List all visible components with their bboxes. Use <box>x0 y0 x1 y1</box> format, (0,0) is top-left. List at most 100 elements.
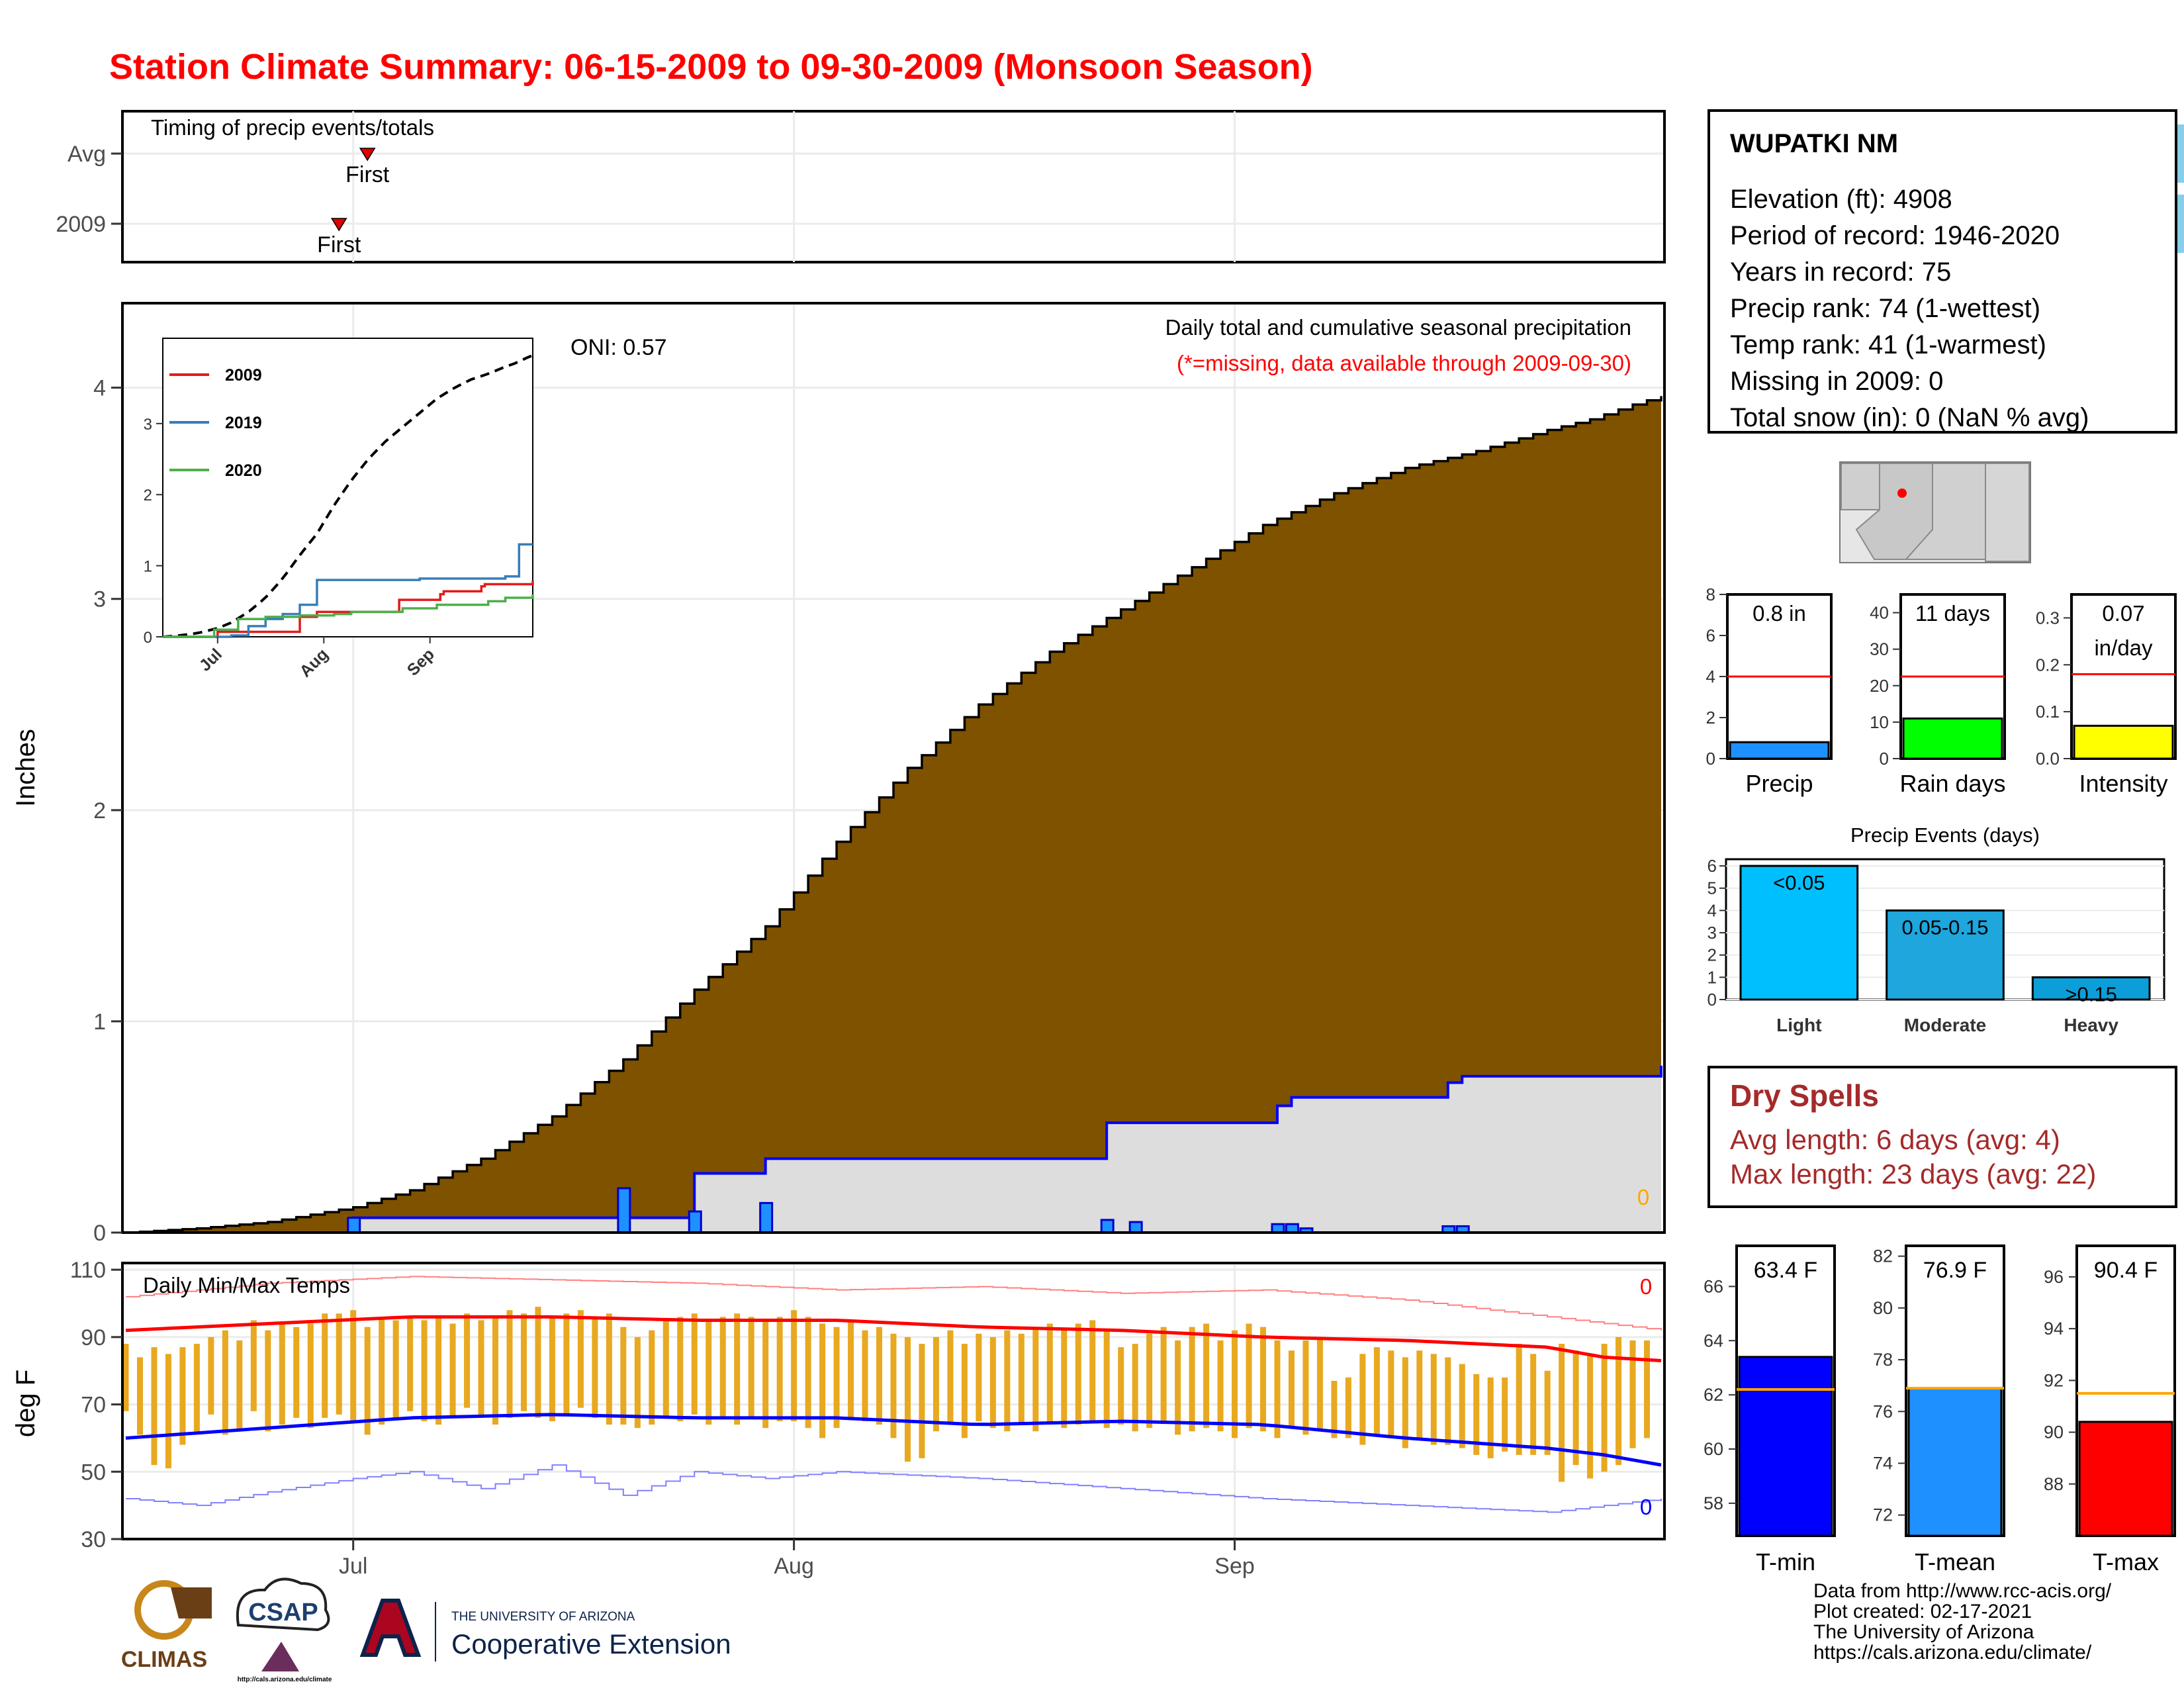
footer-source: Data from http://www.rcc-acis.org/ <box>1813 1580 2112 1602</box>
daily-temp-bar <box>136 1357 143 1435</box>
events-tick-label: 4 <box>1707 900 1717 920</box>
record-max-line <box>126 1276 1662 1331</box>
dry-spells-box: Dry Spells Avg length: 6 days (avg: 4) M… <box>1707 1066 2177 1208</box>
daily-temp-bar <box>1302 1340 1309 1435</box>
daily-temp-bar <box>392 1320 399 1418</box>
daily-temp-bar <box>961 1344 968 1438</box>
timing-first-label: First <box>345 162 390 187</box>
small-precip-value-label: 0.8 in <box>1752 601 1806 626</box>
temp-summary-tick-label: 62 <box>1704 1385 1723 1405</box>
daily-temp-bar <box>279 1323 285 1425</box>
daily-temp-bar <box>833 1327 840 1429</box>
avg-cumulative-area <box>126 396 1661 1233</box>
daily-temp-bar <box>535 1307 541 1418</box>
events-tick-label: 5 <box>1707 878 1717 898</box>
inset-series-2019 <box>163 543 533 638</box>
temp-summary-category: T-mean <box>1915 1548 1995 1575</box>
inset-y-tick-label: 3 <box>144 416 152 434</box>
daily-temp-bar <box>1018 1333 1024 1425</box>
daily-temp-bar <box>1175 1340 1181 1435</box>
daily-temp-bar <box>506 1310 513 1418</box>
daily-temp-bar <box>1061 1330 1068 1429</box>
daily-temp-bar <box>705 1320 712 1425</box>
daily-temp-bar <box>1075 1323 1081 1425</box>
daily-temp-bar <box>1089 1320 1096 1422</box>
temp-y-axis-label: deg F <box>11 1370 40 1437</box>
events-tick-label: 0 <box>1707 990 1717 1009</box>
temp-x-tick-label: Aug <box>774 1554 814 1579</box>
events-category: Heavy <box>2064 1015 2118 1035</box>
small-precip-tick-label: 10 <box>1870 712 1889 732</box>
temp-y-tick-label: 30 <box>81 1527 106 1552</box>
daily-temp-bar <box>577 1310 584 1408</box>
daily-temp-bar <box>819 1323 826 1438</box>
timing-panel-frame <box>121 110 1666 263</box>
daily-temp-bar <box>336 1313 342 1415</box>
daily-temp-bar <box>976 1333 982 1422</box>
daily-temp-bar <box>919 1344 925 1458</box>
temp-summary-tick-label: 96 <box>2044 1267 2064 1287</box>
daily-temp-bar <box>421 1320 428 1422</box>
inset-y-tick-label: 0 <box>144 629 152 647</box>
daily-temp-bar <box>1587 1354 1594 1479</box>
temp-y-tick-label: 90 <box>81 1325 106 1350</box>
events-bar <box>2031 976 2151 1001</box>
station-missing: Missing in 2009: 0 <box>1730 367 1944 396</box>
csap-url-text: http://cals.arizona.edu/climate <box>238 1676 332 1683</box>
daily-temp-bar <box>364 1327 371 1435</box>
temp-summary-value-label: 90.4 F <box>2094 1258 2158 1283</box>
temp-summary-tick-label: 60 <box>1704 1439 1723 1459</box>
csap-mountain-icon <box>261 1642 299 1671</box>
temp-y-tick-label: 50 <box>81 1460 106 1485</box>
small-precip-category: Precip <box>1745 770 1813 797</box>
temp-summary-category: T-max <box>2093 1548 2159 1575</box>
daily-temp-bar <box>478 1320 484 1418</box>
daily-temp-bar <box>1601 1344 1608 1472</box>
daily-temp-bar <box>1487 1377 1494 1458</box>
daily-temp-bar <box>222 1330 228 1435</box>
precip-y-axis-label: Inches <box>11 729 40 807</box>
daily-temp-bar <box>634 1336 641 1429</box>
temp-summary-tick-label: 58 <box>1704 1493 1723 1513</box>
events-tick-label: 3 <box>1707 923 1717 943</box>
small-precip-value-label2: in/day <box>2094 635 2153 660</box>
daily-temp-bar <box>947 1330 954 1425</box>
daily-temp-bar <box>776 1317 783 1422</box>
events-title: Precip Events (days) <box>1850 823 2040 847</box>
small-precip-tick-label: 6 <box>1706 626 1715 645</box>
temp-summary-value-label: 76.9 F <box>1923 1258 1987 1283</box>
ua-logo-line2: Cooperative Extension <box>451 1628 731 1660</box>
daily-temp-bar <box>592 1317 598 1418</box>
station-period: Period of record: 1946-2020 <box>1730 221 2060 250</box>
daily-temp-bar <box>350 1310 357 1422</box>
dry-spells-max: Max length: 23 days (avg: 22) <box>1730 1158 2097 1190</box>
temp-missing-min: 0 <box>1640 1495 1652 1519</box>
daily-temp-bar <box>1103 1330 1110 1429</box>
small-precip-tick-label: 0.1 <box>2036 702 2060 722</box>
temp-summary-bar <box>1907 1387 2003 1537</box>
daily-temp-bar <box>464 1313 471 1408</box>
daily-temp-bar <box>719 1317 726 1418</box>
map-state-nm <box>1904 463 1986 560</box>
events-bar <box>1739 865 1859 1001</box>
inset-y-tick-label: 1 <box>144 558 152 576</box>
temp-missing-max: 0 <box>1640 1274 1652 1299</box>
small-precip-tick-label: 2 <box>1706 708 1715 727</box>
daily-temp-bar <box>890 1333 897 1438</box>
daily-temp-bar <box>748 1317 754 1418</box>
temp-y-tick-label: 70 <box>81 1393 106 1418</box>
daily-temp-bar <box>193 1344 200 1432</box>
cumulative-2009-line <box>126 1065 1662 1234</box>
temp-summary-value-label: 63.4 F <box>1754 1258 1817 1283</box>
daily-temp-bar <box>1559 1344 1565 1482</box>
temp-summary-tick-label: 64 <box>1704 1331 1723 1350</box>
daily-temp-bar <box>1331 1380 1338 1438</box>
small-precip-bar <box>2073 724 2174 760</box>
small-precip-tick-label: 40 <box>1870 603 1889 623</box>
events-category: Moderate <box>1904 1015 1986 1035</box>
small-precip-value-label: 0.07 <box>2102 601 2144 626</box>
small-precip-tick-label: 20 <box>1870 676 1889 696</box>
temp-x-tick-label: Jul <box>339 1554 367 1579</box>
events-bar-label: >0.15 <box>2065 982 2116 1006</box>
